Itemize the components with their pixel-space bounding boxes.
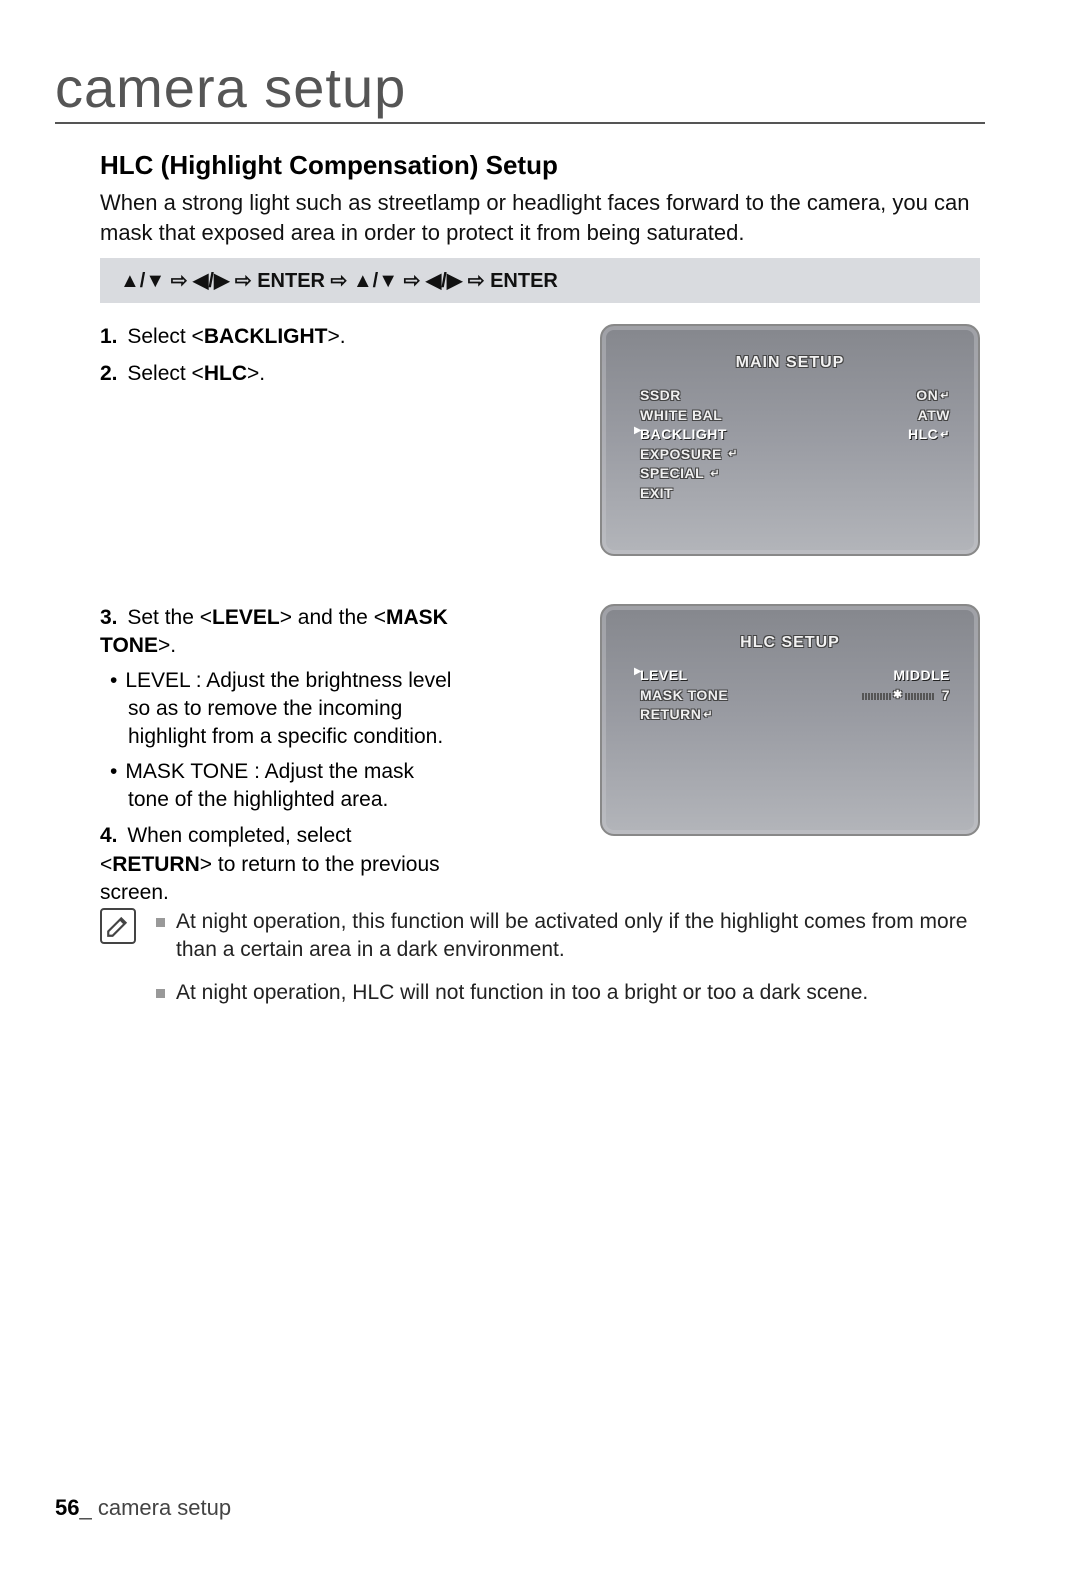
step-4: 4. When completed, select <RETURN> to re… <box>100 822 460 907</box>
page-number: 56 <box>55 1495 79 1520</box>
osd-item-value: HLC↵ <box>908 425 950 445</box>
osd-item-value: ✱7 <box>862 686 950 706</box>
osd-item-label: LEVEL <box>640 666 688 686</box>
enter-icon: ↵ <box>703 709 713 721</box>
steps-upper: 1. Select <BACKLIGHT>. 2. Select <HLC>. <box>100 322 460 397</box>
step-3: 3. Set the <LEVEL> and the <MASK TONE>. … <box>100 604 460 814</box>
step-text: > and the < <box>280 606 386 629</box>
slider-bar[interactable]: ✱ <box>862 688 934 703</box>
osd-hlc-setup-panel: HLC SETUP ▶LEVELMIDDLEMASK TONE✱7RETURN↵ <box>600 604 980 836</box>
osd-menu-item[interactable]: RETURN↵ <box>624 705 956 725</box>
osd-title: MAIN SETUP <box>624 354 956 372</box>
osd-item-label: SSDR <box>640 386 681 406</box>
steps-lower: 3. Set the <LEVEL> and the <MASK TONE>. … <box>100 604 460 907</box>
step-text: Set the < <box>127 606 212 629</box>
step-number: 4. <box>100 824 118 847</box>
step-2: 2. Select <HLC>. <box>100 359 460 388</box>
button-sequence-bar: ▲/▼ ⇨ ◀/▶ ⇨ ENTER ⇨ ▲/▼ ⇨ ◀/▶ ⇨ ENTER <box>100 258 980 303</box>
step-text: Select < <box>127 362 203 385</box>
enter-icon: ↵ <box>710 468 720 480</box>
osd-item-label: EXPOSURE ↵ <box>640 445 738 465</box>
note-item: At night operation, HLC will not functio… <box>156 979 980 1007</box>
step-number: 3. <box>100 606 118 629</box>
step-text: Select < <box>127 325 203 348</box>
osd-item-label: MASK TONE <box>640 686 728 706</box>
step-keyword: RETURN <box>112 853 200 876</box>
step-number: 2. <box>100 362 118 385</box>
page-footer: 56_ camera setup <box>55 1495 231 1521</box>
slider-value: 7 <box>942 687 950 703</box>
osd-main-setup-panel: MAIN SETUP SSDR ON↵ WHITE BAL ATW ▶BACKLIGHT… <box>600 324 980 556</box>
pencil-note-icon <box>105 913 131 939</box>
osd-menu-item[interactable]: SSDR ON↵ <box>624 386 956 406</box>
osd-menu-item[interactable]: EXPOSURE ↵ <box>624 445 956 465</box>
osd-item-value: MIDDLE <box>893 666 950 686</box>
osd-item-label: BACKLIGHT <box>640 425 727 445</box>
enter-icon: ↵ <box>940 390 950 402</box>
cursor-arrow-icon: ▶ <box>634 425 642 436</box>
osd-menu-item[interactable]: EXIT <box>624 484 956 504</box>
osd-menu-item[interactable]: MASK TONE✱7 <box>624 686 956 706</box>
slider-knob-icon[interactable]: ✱ <box>893 688 903 703</box>
osd-menu-item[interactable]: BACKLIGHT HLC↵ <box>624 425 956 445</box>
enter-icon: ↵ <box>728 448 738 460</box>
osd-item-value: ATW <box>918 406 950 426</box>
step-text: >. <box>327 325 345 348</box>
page-title: camera setup <box>55 55 985 124</box>
intro-paragraph: When a strong light such as streetlamp o… <box>100 188 980 247</box>
note-item: At night operation, this function will b… <box>156 908 980 965</box>
osd-item-label: EXIT <box>640 484 673 504</box>
osd-item-label: SPECIAL ↵ <box>640 464 720 484</box>
note-box: At night operation, this function will b… <box>100 908 980 1021</box>
osd-item-value: ON↵ <box>916 386 950 406</box>
osd-title: HLC SETUP <box>624 634 956 652</box>
step-text: >. <box>247 362 265 385</box>
step-text: >. <box>158 634 176 657</box>
footer-label: _ camera setup <box>79 1495 231 1520</box>
bullet-mask-tone: MASK TONE : Adjust the mask tone of the … <box>128 758 460 815</box>
osd-menu-item[interactable]: LEVEL MIDDLE <box>624 666 956 686</box>
enter-icon: ↵ <box>940 429 950 441</box>
step-keyword: LEVEL <box>212 606 280 629</box>
osd-item-label: RETURN↵ <box>640 705 713 725</box>
section-heading: HLC (Highlight Compensation) Setup <box>100 150 558 181</box>
step-number: 1. <box>100 325 118 348</box>
osd-item-label: WHITE BAL <box>640 406 722 426</box>
step-1: 1. Select <BACKLIGHT>. <box>100 322 460 351</box>
step-keyword: BACKLIGHT <box>204 325 328 348</box>
osd-menu-item[interactable]: WHITE BAL ATW <box>624 406 956 426</box>
osd-menu-item[interactable]: SPECIAL ↵ <box>624 464 956 484</box>
cursor-arrow-icon: ▶ <box>634 666 642 677</box>
step-keyword: HLC <box>204 362 247 385</box>
bullet-level: LEVEL : Adjust the brightness level so a… <box>128 667 460 752</box>
note-icon <box>100 908 136 944</box>
